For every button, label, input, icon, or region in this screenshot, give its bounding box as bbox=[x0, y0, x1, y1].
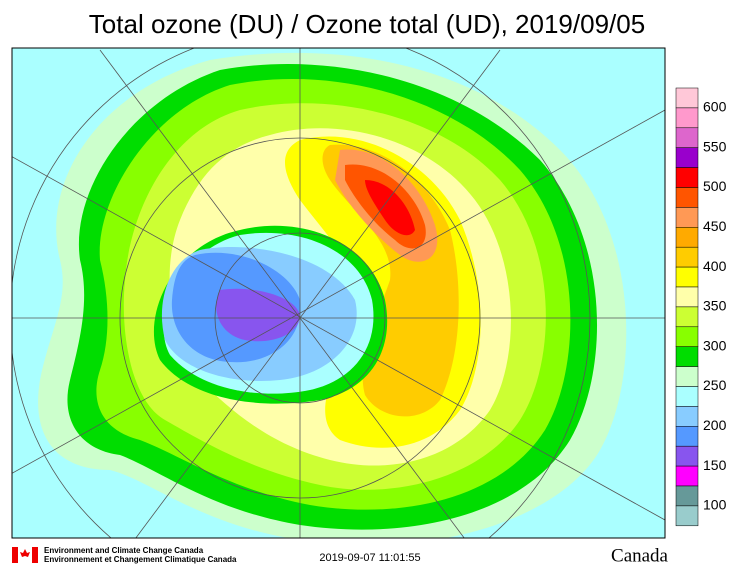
colorbar: 600 550 500 450 400 350 300 250 200 150 100 bbox=[675, 87, 727, 527]
colorbar-box bbox=[675, 386, 699, 407]
colorbar-box bbox=[675, 346, 699, 367]
colorbar-label: 350 bbox=[703, 298, 727, 314]
colorbar-box bbox=[675, 426, 699, 447]
colorbar-label: 550 bbox=[703, 138, 727, 154]
colorbar-box bbox=[675, 326, 699, 347]
colorbar-box bbox=[675, 127, 699, 148]
colorbar-box bbox=[675, 286, 699, 308]
colorbar-label: 400 bbox=[703, 258, 727, 274]
wordmark: Canada bbox=[611, 545, 669, 566]
colorbar-label: 300 bbox=[703, 337, 727, 353]
agency-fr: Environnement et Changement Climatique C… bbox=[44, 555, 237, 564]
colorbar-box bbox=[675, 246, 699, 268]
colorbar-label: 100 bbox=[703, 497, 727, 513]
colorbar-label: 200 bbox=[703, 417, 727, 433]
colorbar-box bbox=[675, 505, 699, 527]
colorbar-box bbox=[675, 207, 699, 228]
agency-en: Environment and Climate Change Canada bbox=[44, 546, 204, 555]
colorbar-box bbox=[675, 306, 699, 328]
colorbar-box bbox=[675, 366, 699, 387]
colorbar-label: 250 bbox=[703, 377, 727, 393]
colorbar-label: 150 bbox=[703, 457, 727, 473]
colorbar-box bbox=[675, 187, 699, 208]
colorbar-label: 600 bbox=[703, 99, 727, 115]
colorbar-box bbox=[675, 147, 699, 168]
colorbar-label: 450 bbox=[703, 218, 727, 234]
colorbar-box bbox=[675, 227, 699, 248]
title: Total ozone (DU) / Ozone total (UD), 201… bbox=[89, 9, 645, 39]
timestamp: 2019-09-07 11:01:55 bbox=[319, 552, 420, 564]
colorbar-box bbox=[675, 445, 699, 467]
colorbar-box bbox=[675, 485, 699, 507]
colorbar-box bbox=[675, 406, 699, 427]
colorbar-box bbox=[675, 87, 699, 109]
colorbar-box bbox=[675, 107, 699, 129]
colorbar-box bbox=[675, 266, 699, 288]
colorbar-box bbox=[675, 167, 699, 188]
colorbar-box bbox=[675, 465, 699, 487]
colorbar-label: 500 bbox=[703, 178, 727, 194]
